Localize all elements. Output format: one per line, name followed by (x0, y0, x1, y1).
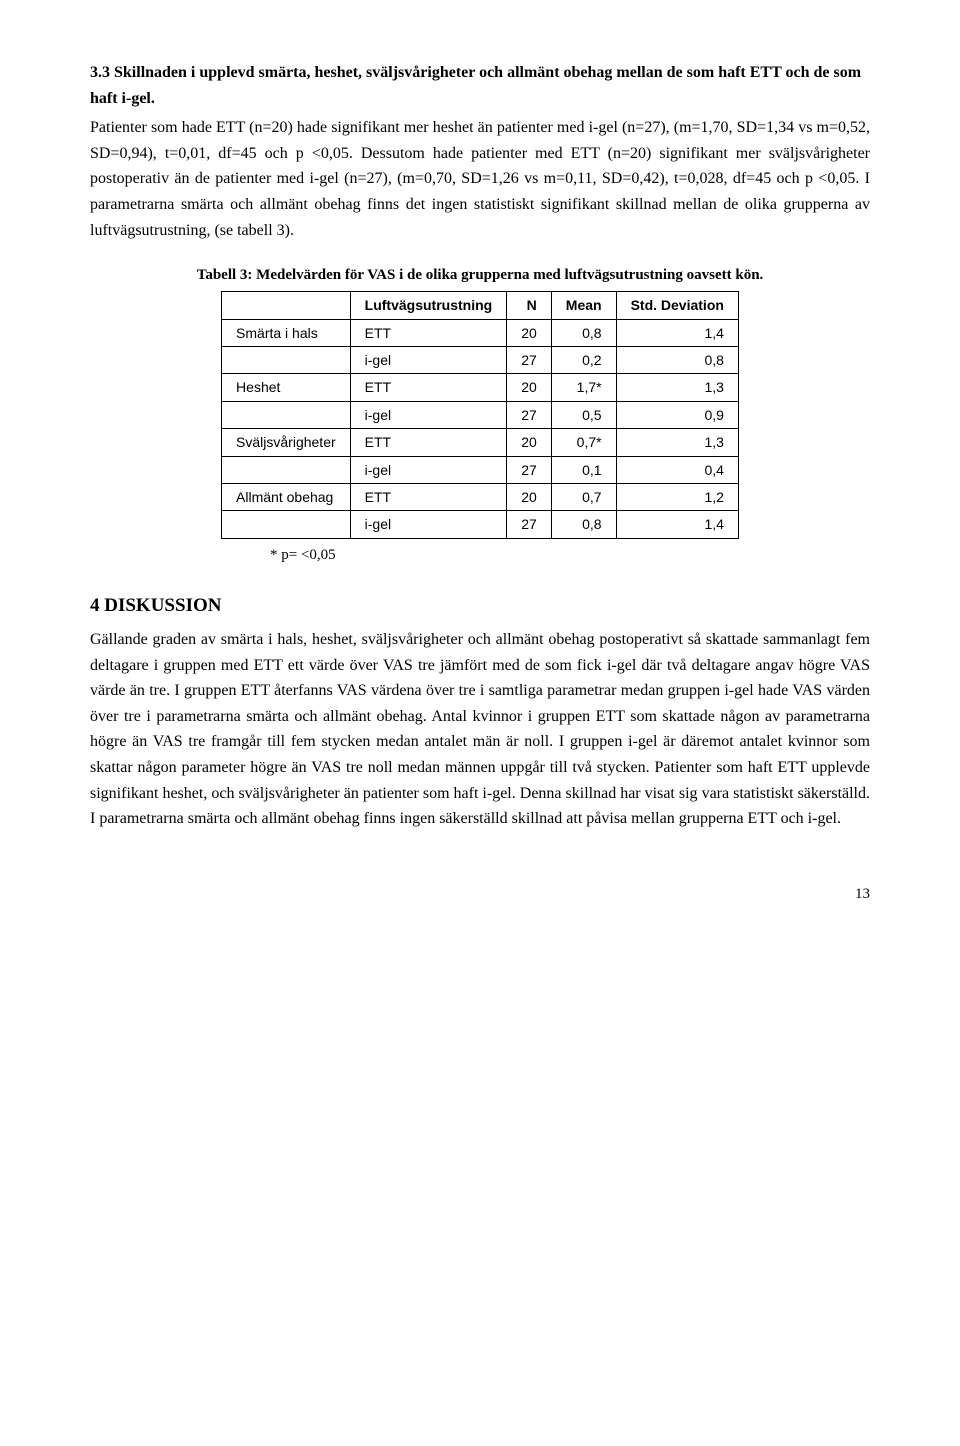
col-header-n: N (507, 292, 552, 319)
cell-n: 20 (507, 429, 552, 456)
cell-equipment: ETT (350, 319, 507, 346)
cell-equipment: ETT (350, 483, 507, 510)
table-header-row: Luftvägsutrustning N Mean Std. Deviation (222, 292, 739, 319)
table-row: Heshet ETT 20 1,7* 1,3 (222, 374, 739, 401)
paragraph-methods-results: Patienter som hade ETT (n=20) hade signi… (90, 115, 870, 243)
cell-n: 27 (507, 346, 552, 373)
cell-variable (222, 346, 351, 373)
cell-sd: 0,9 (616, 401, 738, 428)
col-header-sd: Std. Deviation (616, 292, 738, 319)
col-header-mean: Mean (551, 292, 616, 319)
col-header-variable (222, 292, 351, 319)
cell-equipment: i-gel (350, 511, 507, 538)
discussion-heading: 4 DISKUSSION (90, 591, 870, 621)
cell-sd: 0,4 (616, 456, 738, 483)
cell-sd: 1,2 (616, 483, 738, 510)
cell-sd: 1,3 (616, 429, 738, 456)
cell-variable (222, 456, 351, 483)
cell-mean: 0,1 (551, 456, 616, 483)
cell-n: 27 (507, 456, 552, 483)
cell-variable (222, 511, 351, 538)
paragraph-discussion: Gällande graden av smärta i hals, heshet… (90, 627, 870, 832)
table-footnote: * p= <0,05 (270, 543, 870, 567)
page-number: 13 (90, 882, 870, 906)
cell-sd: 1,4 (616, 319, 738, 346)
cell-variable: Allmänt obehag (222, 483, 351, 510)
cell-mean: 0,8 (551, 319, 616, 346)
table-caption: Tabell 3: Medelvärden för VAS i de olika… (90, 263, 870, 287)
table-row: Allmänt obehag ETT 20 0,7 1,2 (222, 483, 739, 510)
cell-equipment: i-gel (350, 346, 507, 373)
cell-n: 20 (507, 374, 552, 401)
cell-equipment: ETT (350, 429, 507, 456)
cell-sd: 1,3 (616, 374, 738, 401)
results-table: Luftvägsutrustning N Mean Std. Deviation… (221, 291, 739, 539)
cell-mean: 0,2 (551, 346, 616, 373)
cell-variable: Heshet (222, 374, 351, 401)
cell-mean: 0,7* (551, 429, 616, 456)
cell-mean: 0,8 (551, 511, 616, 538)
cell-variable: Smärta i hals (222, 319, 351, 346)
cell-n: 20 (507, 319, 552, 346)
cell-sd: 1,4 (616, 511, 738, 538)
cell-equipment: ETT (350, 374, 507, 401)
section-heading: 3.3 Skillnaden i upplevd smärta, heshet,… (90, 60, 870, 111)
cell-variable (222, 401, 351, 428)
cell-n: 27 (507, 401, 552, 428)
cell-n: 27 (507, 511, 552, 538)
table-row: i-gel 27 0,2 0,8 (222, 346, 739, 373)
table-row: i-gel 27 0,8 1,4 (222, 511, 739, 538)
table-row: Sväljsvårigheter ETT 20 0,7* 1,3 (222, 429, 739, 456)
cell-equipment: i-gel (350, 401, 507, 428)
cell-equipment: i-gel (350, 456, 507, 483)
cell-mean: 0,7 (551, 483, 616, 510)
table-row: i-gel 27 0,1 0,4 (222, 456, 739, 483)
table-row: i-gel 27 0,5 0,9 (222, 401, 739, 428)
col-header-equipment: Luftvägsutrustning (350, 292, 507, 319)
cell-variable: Sväljsvårigheter (222, 429, 351, 456)
cell-sd: 0,8 (616, 346, 738, 373)
cell-mean: 1,7* (551, 374, 616, 401)
cell-mean: 0,5 (551, 401, 616, 428)
cell-n: 20 (507, 483, 552, 510)
table-row: Smärta i hals ETT 20 0,8 1,4 (222, 319, 739, 346)
